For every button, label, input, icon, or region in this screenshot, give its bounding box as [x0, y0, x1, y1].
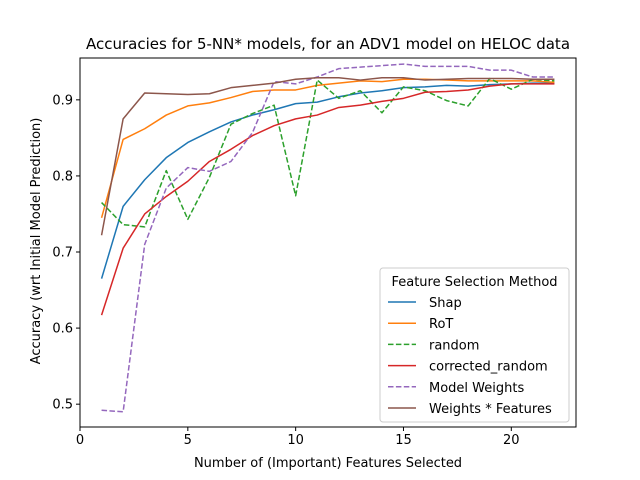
series-line-0: [100, 82, 555, 279]
legend-items: Shap RoT random corrected_random Model Weigh…: [388, 296, 552, 417]
x-axis-ticks: 0 5 10 15 20: [76, 427, 520, 448]
legend-label-2: random: [429, 338, 479, 353]
series-line-3: [100, 83, 555, 316]
legend-label-0: Shap: [429, 296, 462, 311]
y-axis-ticks: 0.5 0.6 0.7 0.8 0.9: [52, 93, 80, 413]
x-tick-label: 15: [395, 433, 412, 448]
plot-lines: [100, 63, 555, 413]
x-axis-label: Number of (Important) Features Selected: [194, 456, 462, 471]
legend-label-5: Weights * Features: [429, 402, 552, 417]
series-line-2: [101, 77, 555, 228]
y-tick-label: 0.9: [52, 93, 73, 108]
plot-frame: [79, 57, 577, 428]
legend-label-4: Model Weights: [429, 381, 524, 396]
y-tick-label: 0.5: [52, 398, 73, 413]
x-tick-label: 10: [287, 433, 304, 448]
legend: Feature Selection Method Shap RoT random co…: [379, 267, 570, 423]
y-axis-label: Accuracy (wrt Initial Model Prediction): [29, 118, 44, 365]
series-line-4: [101, 63, 555, 413]
legend-title: Feature Selection Method: [391, 275, 557, 290]
legend-box: [379, 267, 570, 423]
y-tick-label: 0.6: [52, 322, 73, 337]
legend-label-1: RoT: [429, 317, 453, 332]
x-tick-label: 0: [76, 433, 84, 448]
chart-title: Accuracies for 5-NN* models, for an ADV1…: [86, 35, 570, 53]
series-line-5: [100, 77, 555, 236]
series-line-1: [100, 78, 555, 218]
x-tick-label: 20: [503, 433, 520, 448]
legend-label-3: corrected_random: [429, 360, 548, 375]
x-tick-label: 5: [184, 433, 192, 448]
y-tick-label: 0.7: [52, 246, 73, 261]
y-tick-label: 0.8: [52, 169, 73, 184]
